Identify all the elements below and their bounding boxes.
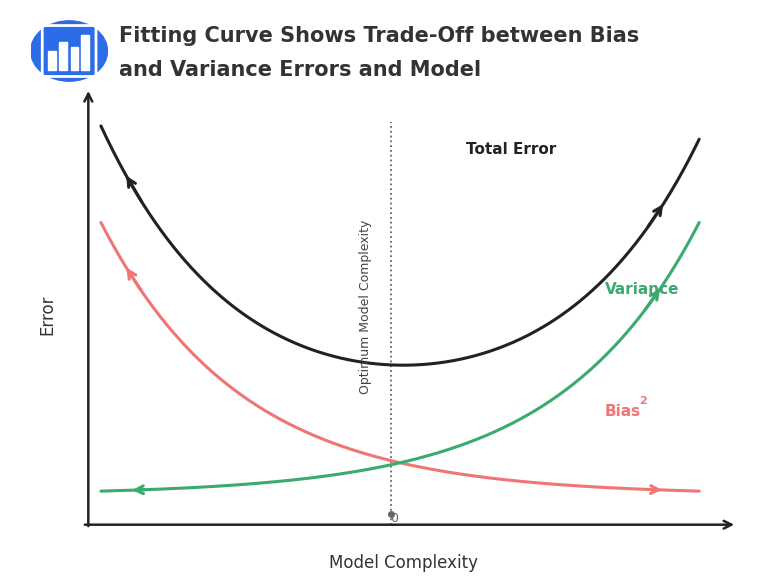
Text: Variance: Variance xyxy=(604,282,679,297)
Bar xyxy=(59,41,67,70)
Text: Model Complexity: Model Complexity xyxy=(329,554,478,572)
Bar xyxy=(81,35,89,70)
Text: Fitting Curve Shows Trade-Off between Bias: Fitting Curve Shows Trade-Off between Bi… xyxy=(119,26,639,46)
Ellipse shape xyxy=(31,21,108,81)
Text: 2: 2 xyxy=(639,396,647,406)
Text: Bias: Bias xyxy=(604,404,641,419)
Bar xyxy=(71,47,78,70)
Bar xyxy=(48,51,56,70)
Text: and Variance Errors and Model: and Variance Errors and Model xyxy=(119,60,482,80)
Text: Total Error: Total Error xyxy=(466,142,557,156)
Text: Optimum Model Complexity: Optimum Model Complexity xyxy=(359,219,372,394)
Text: 0: 0 xyxy=(389,512,398,525)
Text: Error: Error xyxy=(38,294,56,335)
